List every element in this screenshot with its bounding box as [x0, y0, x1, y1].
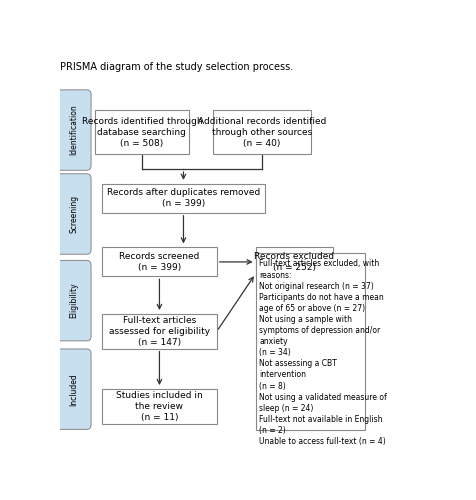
FancyBboxPatch shape	[255, 252, 364, 430]
Text: Included: Included	[69, 373, 79, 406]
Text: Studies included in
the review
(n = 11): Studies included in the review (n = 11)	[116, 391, 202, 422]
FancyBboxPatch shape	[57, 90, 91, 170]
Text: Records after duplicates removed
(n = 399): Records after duplicates removed (n = 39…	[107, 188, 259, 208]
Text: Records screened
(n = 399): Records screened (n = 399)	[119, 252, 199, 272]
Text: Full-text articles excluded, with
reasons:
Not original research (n = 37)
Partic: Full-text articles excluded, with reason…	[259, 260, 386, 446]
FancyBboxPatch shape	[57, 174, 91, 254]
FancyBboxPatch shape	[57, 349, 91, 430]
Text: PRISMA diagram of the study selection process.: PRISMA diagram of the study selection pr…	[60, 62, 292, 72]
FancyBboxPatch shape	[102, 184, 264, 213]
Text: Additional records identified
through other sources
(n = 40): Additional records identified through ot…	[198, 116, 326, 148]
FancyBboxPatch shape	[95, 110, 188, 154]
FancyBboxPatch shape	[102, 248, 216, 276]
FancyBboxPatch shape	[102, 314, 216, 349]
Text: Eligibility: Eligibility	[69, 283, 79, 318]
FancyBboxPatch shape	[213, 110, 310, 154]
Text: Records excluded
(n = 252): Records excluded (n = 252)	[254, 252, 334, 272]
Text: Full-text articles
assessed for eligibility
(n = 147): Full-text articles assessed for eligibil…	[109, 316, 209, 347]
FancyBboxPatch shape	[57, 260, 91, 341]
Text: Identification: Identification	[69, 104, 79, 156]
FancyBboxPatch shape	[102, 389, 216, 424]
Text: Records identified through
database searching
(n = 508): Records identified through database sear…	[81, 116, 202, 148]
Text: Screening: Screening	[69, 195, 79, 233]
FancyBboxPatch shape	[255, 248, 332, 276]
